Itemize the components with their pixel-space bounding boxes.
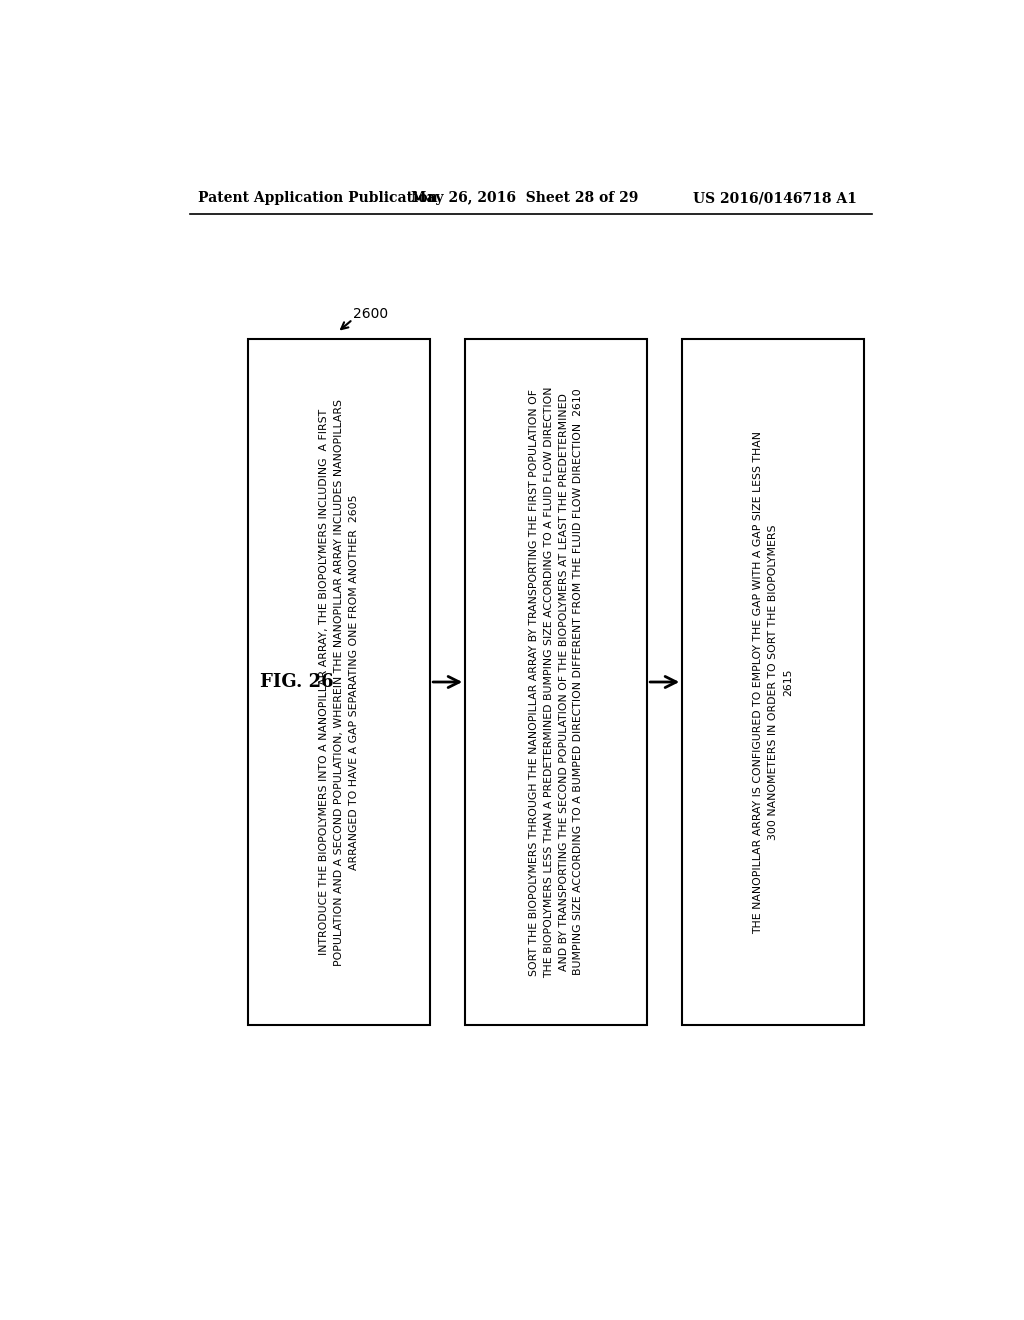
Bar: [465, 339, 647, 1024]
Text: 2600: 2600: [352, 308, 388, 321]
Bar: [682, 339, 864, 1024]
Text: SORT THE BIOPOLYMERS THROUGH THE NANOPILLAR ARRAY BY TRANSPORTING THE FIRST POPU: SORT THE BIOPOLYMERS THROUGH THE NANOPIL…: [529, 387, 584, 978]
Text: Patent Application Publication: Patent Application Publication: [198, 191, 437, 206]
Text: US 2016/0146718 A1: US 2016/0146718 A1: [692, 191, 856, 206]
Bar: [248, 339, 430, 1024]
Text: THE NANOPILLAR ARRAY IS CONFIGURED TO EMPLOY THE GAP WITH A GAP SIZE LESS THAN
3: THE NANOPILLAR ARRAY IS CONFIGURED TO EM…: [754, 430, 793, 933]
Text: INTRODUCE THE BIOPOLYMERS INTO A NANOPILLAR ARRAY, THE BIOPOLYMERS INCLUDING  A : INTRODUCE THE BIOPOLYMERS INTO A NANOPIL…: [319, 399, 359, 965]
Text: May 26, 2016  Sheet 28 of 29: May 26, 2016 Sheet 28 of 29: [411, 191, 639, 206]
Text: FIG. 26: FIG. 26: [260, 673, 334, 690]
